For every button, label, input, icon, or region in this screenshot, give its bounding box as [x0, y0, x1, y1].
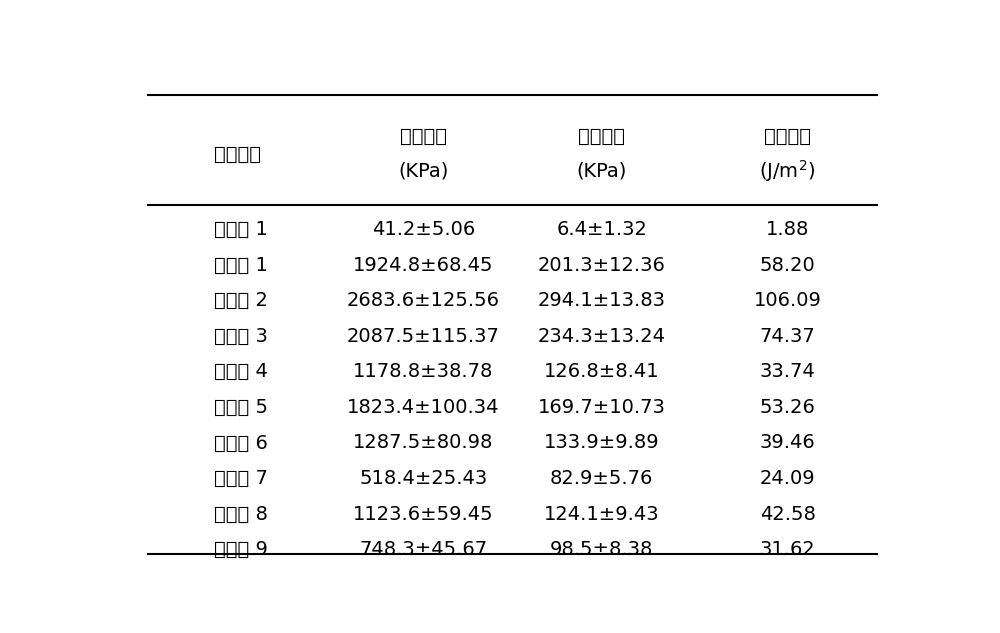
Text: 实施例 2: 实施例 2	[214, 291, 268, 310]
Text: 压缩强度: 压缩强度	[578, 127, 625, 146]
Text: 169.7±10.73: 169.7±10.73	[538, 398, 666, 417]
Text: 1123.6±59.45: 1123.6±59.45	[353, 505, 494, 523]
Text: 82.9±5.76: 82.9±5.76	[550, 469, 653, 488]
Text: (KPa): (KPa)	[576, 161, 627, 180]
Text: 实施例 5: 实施例 5	[214, 398, 268, 417]
Text: 2087.5±115.37: 2087.5±115.37	[347, 327, 500, 346]
Text: 106.09: 106.09	[754, 291, 822, 310]
Text: 实施例 4: 实施例 4	[214, 362, 268, 381]
Text: 39.46: 39.46	[760, 434, 816, 453]
Text: (J/m$^2$): (J/m$^2$)	[759, 158, 816, 184]
Text: 42.58: 42.58	[760, 505, 816, 523]
Text: (KPa): (KPa)	[398, 161, 449, 180]
Text: 41.2±5.06: 41.2±5.06	[372, 220, 475, 239]
Text: 实施例 9: 实施例 9	[214, 540, 268, 559]
Text: 对比例 1: 对比例 1	[214, 220, 268, 239]
Text: 74.37: 74.37	[760, 327, 816, 346]
Text: 1823.4±100.34: 1823.4±100.34	[347, 398, 500, 417]
Text: 实施例 6: 实施例 6	[214, 434, 268, 453]
Text: 样品来源: 样品来源	[214, 144, 261, 163]
Text: 201.3±12.36: 201.3±12.36	[538, 256, 666, 275]
Text: 31.62: 31.62	[760, 540, 816, 559]
Text: 748.3±45.67: 748.3±45.67	[359, 540, 487, 559]
Text: 53.26: 53.26	[760, 398, 816, 417]
Text: 1.88: 1.88	[766, 220, 809, 239]
Text: 1924.8±68.45: 1924.8±68.45	[353, 256, 494, 275]
Text: 实施例 8: 实施例 8	[214, 505, 268, 523]
Text: 1178.8±38.78: 1178.8±38.78	[353, 362, 494, 381]
Text: 压缩模量: 压缩模量	[400, 127, 447, 146]
Text: 294.1±13.83: 294.1±13.83	[538, 291, 666, 310]
Text: 33.74: 33.74	[760, 362, 816, 381]
Text: 124.1±9.43: 124.1±9.43	[544, 505, 659, 523]
Text: 实施例 7: 实施例 7	[214, 469, 268, 488]
Text: 2683.6±125.56: 2683.6±125.56	[347, 291, 500, 310]
Text: 实施例 3: 实施例 3	[214, 327, 268, 346]
Text: 6.4±1.32: 6.4±1.32	[556, 220, 647, 239]
Text: 126.8±8.41: 126.8±8.41	[544, 362, 659, 381]
Text: 58.20: 58.20	[760, 256, 816, 275]
Text: 518.4±25.43: 518.4±25.43	[359, 469, 488, 488]
Text: 1287.5±80.98: 1287.5±80.98	[353, 434, 494, 453]
Text: 压缩能量: 压缩能量	[764, 127, 811, 146]
Text: 133.9±9.89: 133.9±9.89	[544, 434, 659, 453]
Text: 实施例 1: 实施例 1	[214, 256, 268, 275]
Text: 24.09: 24.09	[760, 469, 815, 488]
Text: 234.3±13.24: 234.3±13.24	[538, 327, 666, 346]
Text: 98.5±8.38: 98.5±8.38	[550, 540, 653, 559]
